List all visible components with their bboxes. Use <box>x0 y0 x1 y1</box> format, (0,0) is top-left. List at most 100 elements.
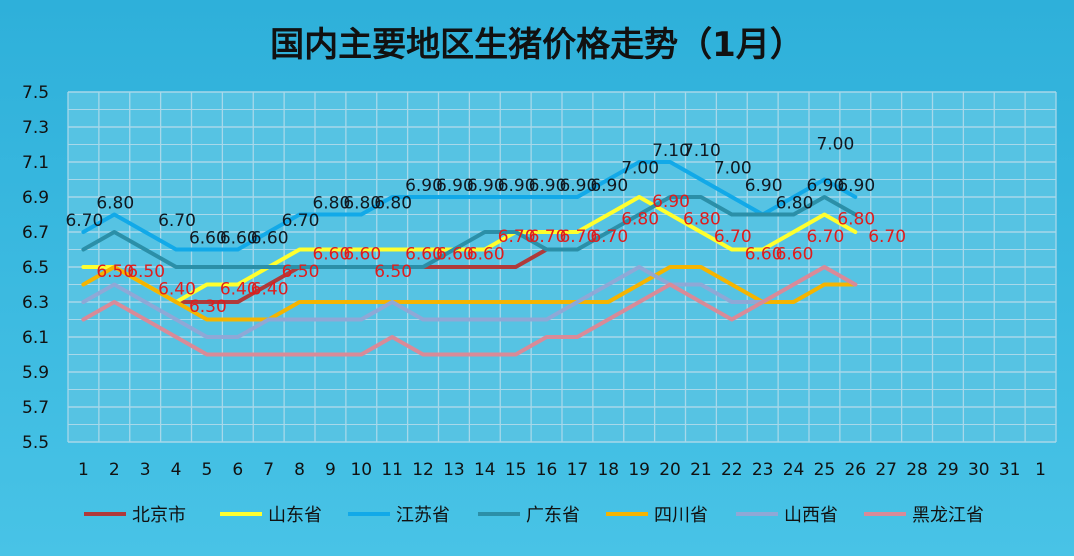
y-tick-label: 6.1 <box>22 328 49 348</box>
data-label: 6.40 <box>158 280 196 300</box>
series-line <box>81 160 858 252</box>
chart-title: 国内主要地区生猪价格走势（1月） <box>270 25 804 65</box>
x-tick-label: 19 <box>628 460 650 480</box>
data-label: 6.50 <box>96 262 134 282</box>
data-label: 6.80 <box>374 194 412 214</box>
data-label: 6.70 <box>158 211 196 231</box>
x-tick-label: 1 <box>1035 460 1046 480</box>
data-label: 6.50 <box>127 262 165 282</box>
y-tick-label: 5.5 <box>22 433 49 453</box>
legend-label: 山西省 <box>784 505 838 526</box>
x-tick-label: 23 <box>752 460 774 480</box>
data-label: 6.60 <box>312 245 350 265</box>
legend-label: 四川省 <box>654 505 708 526</box>
legend-label: 北京市 <box>132 505 186 526</box>
x-tick-label: 29 <box>937 460 959 480</box>
x-tick-label: 25 <box>814 460 836 480</box>
y-tick-label: 7.1 <box>22 153 49 173</box>
x-tick-label: 18 <box>597 460 619 480</box>
x-tick-label: 11 <box>381 460 403 480</box>
legend-label: 黑龙江省 <box>912 505 984 526</box>
x-tick-label: 8 <box>294 460 305 480</box>
data-label: 6.80 <box>343 194 381 214</box>
series-line <box>81 265 858 322</box>
data-label: 6.70 <box>559 227 597 247</box>
data-label: 6.60 <box>745 245 783 265</box>
data-labels: 6.706.806.706.606.606.606.706.806.806.80… <box>65 135 906 318</box>
x-tick-label: 20 <box>659 460 681 480</box>
x-tick-label: 12 <box>412 460 434 480</box>
x-tick-label: 6 <box>232 460 243 480</box>
x-tick-label: 4 <box>171 460 182 480</box>
data-label: 6.70 <box>714 227 752 247</box>
data-label: 6.90 <box>806 176 844 196</box>
data-label: 6.80 <box>312 194 350 214</box>
data-label: 6.90 <box>498 176 536 196</box>
data-label: 6.90 <box>529 176 567 196</box>
x-tick-label: 2 <box>109 460 120 480</box>
x-tick-label: 10 <box>350 460 372 480</box>
data-label: 6.40 <box>251 280 289 300</box>
x-tick-label: 7 <box>263 460 274 480</box>
legend-label: 江苏省 <box>396 505 450 526</box>
data-label: 7.00 <box>816 135 854 155</box>
series-line <box>81 195 858 269</box>
data-label: 7.10 <box>652 141 690 161</box>
data-label: 6.70 <box>282 211 320 231</box>
x-tick-label: 31 <box>999 460 1021 480</box>
x-tick-label: 15 <box>505 460 527 480</box>
data-label: 6.80 <box>837 210 875 230</box>
x-tick-label: 28 <box>906 460 928 480</box>
data-label: 6.70 <box>498 227 536 247</box>
series-line <box>81 265 858 357</box>
data-label: 6.60 <box>436 245 474 265</box>
data-label: 6.60 <box>405 245 443 265</box>
data-label: 6.90 <box>652 192 690 212</box>
x-tick-label: 26 <box>844 460 866 480</box>
data-label: 6.60 <box>189 229 227 249</box>
data-label: 6.70 <box>868 227 906 247</box>
data-label: 7.00 <box>621 159 659 179</box>
y-tick-label: 6.9 <box>22 188 49 208</box>
data-label: 6.70 <box>590 227 628 247</box>
data-label: 6.70 <box>529 227 567 247</box>
data-label: 6.80 <box>776 194 814 214</box>
data-label: 6.90 <box>405 176 443 196</box>
x-tick-label: 1 <box>78 460 89 480</box>
data-label: 6.90 <box>745 176 783 196</box>
data-label: 6.90 <box>436 176 474 196</box>
y-tick-label: 6.5 <box>22 258 49 278</box>
x-tick-label: 22 <box>721 460 743 480</box>
data-label: 7.10 <box>683 141 721 161</box>
series-line <box>81 265 858 339</box>
data-label: 6.90 <box>559 176 597 196</box>
data-label: 6.50 <box>282 262 320 282</box>
legend-label: 山东省 <box>268 505 322 526</box>
data-label: 6.80 <box>683 210 721 230</box>
y-tick-label: 6.7 <box>22 223 49 243</box>
data-label: 6.40 <box>220 280 258 300</box>
data-label: 7.00 <box>714 159 752 179</box>
x-tick-label: 30 <box>968 460 990 480</box>
y-axis: 5.5 5.7 5.9 6.1 6.3 6.5 6.7 6.9 7.1 7.3 7.5 <box>22 83 49 453</box>
data-label: 6.60 <box>220 229 258 249</box>
y-tick-label: 5.9 <box>22 363 49 383</box>
x-tick-label: 5 <box>202 460 213 480</box>
x-tick-label: 17 <box>567 460 589 480</box>
series-line <box>81 195 858 304</box>
data-label: 6.60 <box>343 245 381 265</box>
data-label: 6.60 <box>251 229 289 249</box>
data-label: 6.60 <box>467 245 505 265</box>
data-label: 6.70 <box>65 211 103 231</box>
data-label: 6.70 <box>806 227 844 247</box>
data-label: 6.90 <box>590 176 628 196</box>
x-tick-label: 21 <box>690 460 712 480</box>
x-tick-label: 3 <box>140 460 151 480</box>
y-tick-label: 7.3 <box>22 118 49 138</box>
data-label: 6.80 <box>621 210 659 230</box>
x-tick-label: 24 <box>783 460 805 480</box>
legend: 北京市 山东省 江苏省 广东省 四川省 山西省 黑龙江省 <box>84 505 984 526</box>
x-tick-label: 14 <box>474 460 496 480</box>
